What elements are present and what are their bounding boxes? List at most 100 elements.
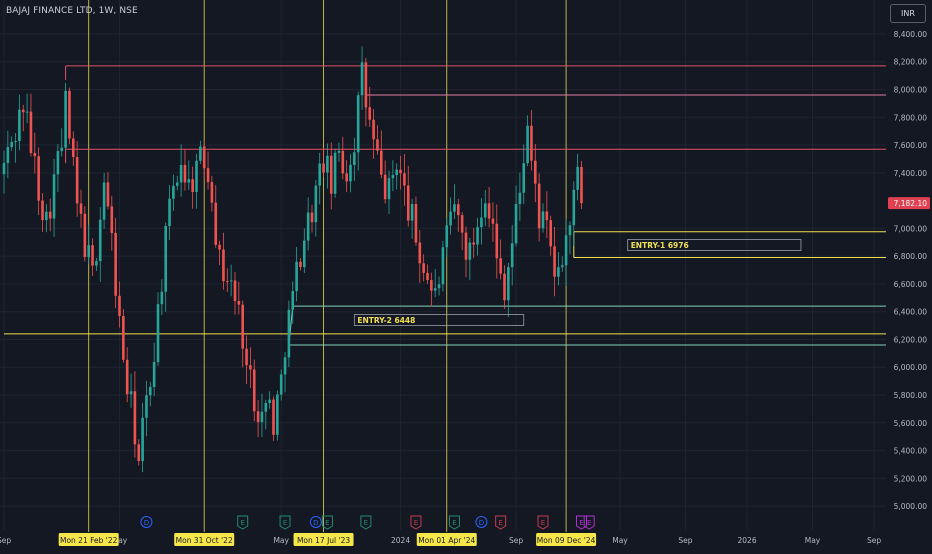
candle-body	[345, 173, 348, 182]
candle-body	[118, 295, 121, 317]
candle-body	[310, 212, 314, 223]
candle-body	[287, 309, 291, 358]
candle-body	[368, 107, 372, 120]
candle-body	[537, 183, 541, 229]
candle-body	[29, 111, 33, 153]
candle-body	[226, 281, 229, 283]
candle-body	[122, 316, 125, 360]
candle-body	[387, 178, 391, 200]
price-tick-label: 8,400.00	[894, 30, 928, 39]
candle-body	[156, 304, 160, 363]
last-price-label: 7,182.10	[894, 199, 928, 208]
date-badge-label: Mon 01 Apr '24	[418, 536, 475, 545]
time-tick-label: May	[112, 536, 128, 545]
candle-body	[102, 182, 106, 220]
entry-box	[627, 239, 802, 251]
earnings-icon	[360, 515, 372, 530]
candle-body	[210, 182, 214, 203]
candle-body	[326, 155, 329, 173]
candle-body	[56, 151, 60, 175]
candle-body	[175, 182, 179, 186]
currency-button[interactable]: INR	[890, 4, 926, 23]
candle-body	[507, 267, 510, 301]
time-tick-label: 2026	[738, 536, 757, 545]
event-kind: E	[414, 519, 418, 527]
event-kind: E	[240, 519, 244, 527]
candle-body	[268, 399, 271, 403]
candle-body	[187, 179, 191, 183]
earnings-marker: E	[410, 515, 422, 530]
earnings-icon	[583, 515, 595, 530]
earnings-icon	[237, 515, 249, 530]
time-tick-label: Sep	[678, 536, 692, 545]
candle-body	[75, 157, 79, 204]
earnings-icon	[279, 515, 291, 530]
candle-body	[137, 444, 141, 462]
candle-body	[276, 394, 279, 435]
candle-body	[414, 203, 418, 243]
candle-body	[453, 204, 456, 212]
candle-body	[229, 280, 233, 282]
price-tick-label: 6,400.00	[894, 308, 928, 317]
candle-body	[110, 206, 114, 233]
event-kind: E	[283, 519, 287, 527]
candle-body	[241, 304, 244, 349]
candle-body	[514, 204, 518, 244]
price-tick-label: 5,200.00	[894, 474, 928, 483]
candle-body	[164, 225, 167, 292]
candle-body	[349, 164, 352, 182]
candle-body	[21, 109, 25, 113]
candle-body	[272, 399, 275, 435]
candle-body	[25, 111, 29, 113]
time-axis[interactable]: Sep May May 2024 Sep May Sep 2026 May Sep Mon 21 F…	[0, 533, 881, 546]
earnings-icon	[537, 515, 549, 530]
candle-body	[541, 211, 545, 229]
candle-body	[395, 169, 398, 176]
price-tick-label: 6,600.00	[894, 280, 928, 289]
candle-body	[195, 160, 198, 193]
entry-annotations: ENTRY-1 6976 ENTRY-2 6448	[353, 239, 802, 326]
dividend-marker: D	[309, 516, 322, 528]
price-axis[interactable]: 8,400.00 8,200.00 8,000.00 7,800.00 7,600.00…	[888, 30, 930, 511]
candle-body	[141, 417, 144, 462]
candle-body	[6, 147, 10, 163]
candle-body	[299, 261, 302, 268]
dividend-icon	[140, 516, 153, 528]
candle-body	[125, 359, 129, 395]
candle-body	[572, 189, 576, 226]
candle-body	[422, 263, 425, 273]
price-tick-label: 6,000.00	[894, 363, 928, 372]
candle-body	[491, 218, 495, 224]
candle-body	[237, 301, 241, 305]
candle-body	[376, 139, 379, 151]
candle-body	[329, 155, 333, 194]
earnings-icon	[410, 515, 422, 530]
candle-body	[98, 219, 102, 262]
candle-body	[95, 261, 98, 266]
candle-body	[360, 62, 364, 96]
candle-body	[10, 141, 13, 148]
symbol-title: BAJAJ FINANCE LTD, 1W, NSE	[6, 6, 138, 16]
candle-body	[534, 160, 537, 184]
candle-body	[145, 395, 148, 418]
candle-body	[260, 411, 264, 423]
candle-body	[437, 284, 441, 289]
candle-body	[503, 273, 506, 301]
time-tick-label: Sep	[0, 536, 11, 545]
time-tick-label: May	[612, 536, 628, 545]
earnings-marker: E	[448, 515, 460, 530]
date-badge	[536, 533, 597, 546]
candle-body	[341, 150, 345, 174]
earnings-marker: E	[583, 515, 595, 530]
candle-body	[522, 163, 526, 193]
candle-body	[441, 247, 445, 285]
candle-body	[283, 357, 287, 375]
date-badge	[416, 533, 477, 546]
candle-body	[2, 162, 6, 175]
candle-body	[252, 369, 256, 412]
dividend-icon	[475, 516, 488, 528]
candles	[2, 46, 583, 473]
